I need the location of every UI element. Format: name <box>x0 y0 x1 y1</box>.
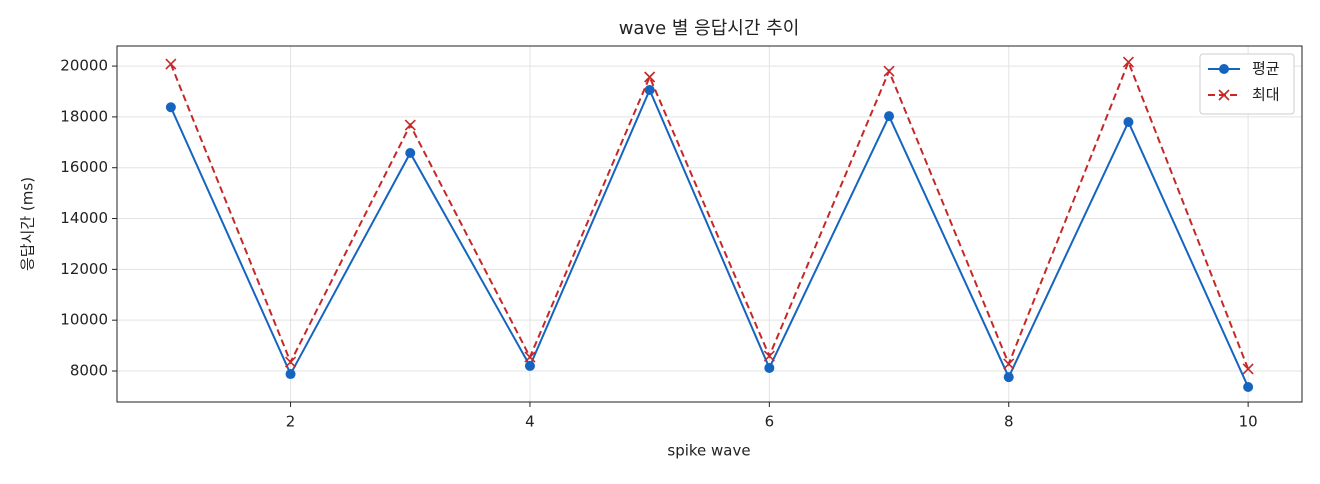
legend-box <box>1199 53 1295 115</box>
marker <box>524 360 535 371</box>
line <box>169 59 1250 370</box>
marker <box>644 71 656 83</box>
marker <box>1219 64 1229 74</box>
marker <box>1123 116 1134 127</box>
y-tick-label: 12000 <box>60 260 108 278</box>
x-tick-label: 4 <box>525 413 535 431</box>
marker <box>404 119 416 131</box>
x-axis-label: spike wave <box>667 442 750 460</box>
marker <box>285 369 296 380</box>
x-tick-label: 6 <box>765 413 775 431</box>
y-tick-label: 14000 <box>60 209 108 227</box>
y-tick-label: 18000 <box>60 107 108 125</box>
marker <box>165 58 177 70</box>
marker <box>1218 89 1230 101</box>
marker <box>884 111 895 122</box>
y-tick-label: 20000 <box>60 57 108 75</box>
y-tick-label: 16000 <box>60 158 108 176</box>
marker <box>644 84 655 95</box>
marker <box>405 147 416 158</box>
line <box>169 87 1250 388</box>
marker <box>763 350 775 362</box>
legend-label: 평균 <box>1252 60 1280 78</box>
chart-title: wave 별 응답시간 추이 <box>619 18 800 39</box>
x-tick-label: 8 <box>1004 413 1014 431</box>
x-tick-label: 10 <box>1239 413 1258 431</box>
marker <box>1003 372 1014 383</box>
marker <box>1242 363 1254 375</box>
marker <box>284 356 297 368</box>
marker <box>1243 382 1254 393</box>
marker <box>524 351 536 363</box>
plot-frame <box>116 45 1303 403</box>
legend-label: 최대 <box>1252 86 1280 104</box>
marker <box>165 102 176 113</box>
y-tick-label: 10000 <box>60 311 108 329</box>
marker <box>1003 358 1015 370</box>
marker <box>1122 56 1135 68</box>
y-tick-label: 8000 <box>70 361 108 379</box>
x-tick-label: 2 <box>286 413 296 431</box>
marker <box>764 362 775 373</box>
y-axis-label: 응답시간 (ms) <box>19 177 37 271</box>
marker <box>883 65 895 77</box>
